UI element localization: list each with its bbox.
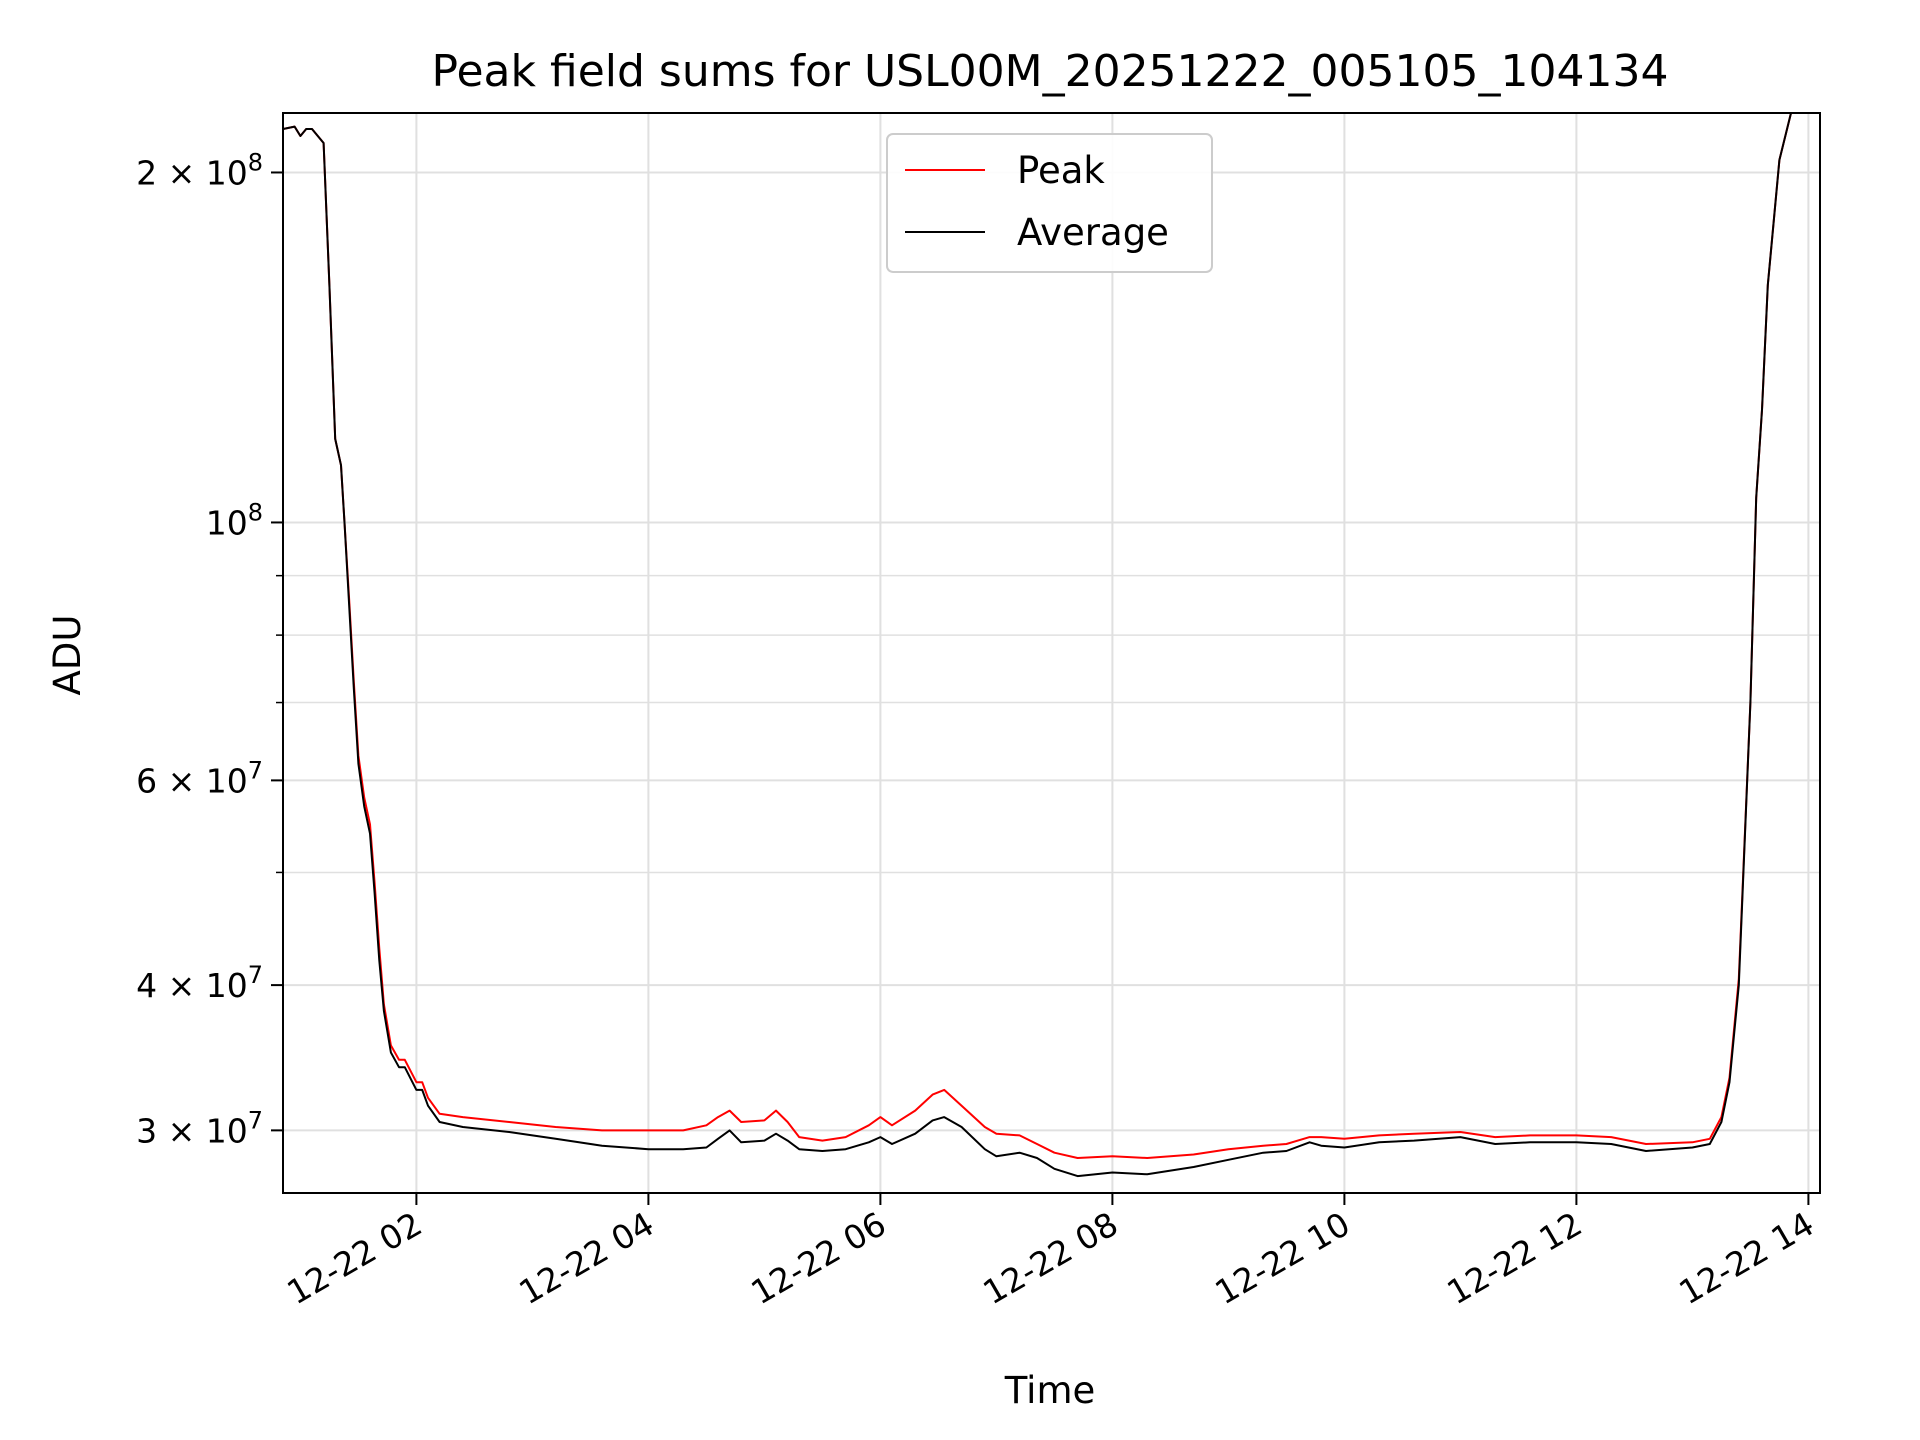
y-tick-label: 4 × 107 <box>136 961 263 1005</box>
y-tick-label: 6 × 107 <box>136 756 263 800</box>
grid <box>283 113 1820 1193</box>
y-tick-label: 3 × 107 <box>136 1106 263 1150</box>
y-axis-label: ADU <box>46 615 89 696</box>
legend-box <box>886 133 1213 273</box>
legend-label-peak: Peak <box>1017 149 1105 192</box>
legend: Peak Average <box>886 133 1213 273</box>
series-line-peak <box>283 113 1794 1159</box>
series-line-average <box>283 113 1794 1178</box>
plot-area-frame <box>282 112 1821 1194</box>
legend-label-average: Average <box>1017 211 1169 254</box>
x-axis-label: Time <box>1004 1369 1096 1412</box>
chart-title: Peak field sums for USL00M_20251222_0051… <box>432 46 1669 97</box>
y-tick-label: 2 × 108 <box>136 148 263 192</box>
series-layer <box>283 113 1794 1178</box>
